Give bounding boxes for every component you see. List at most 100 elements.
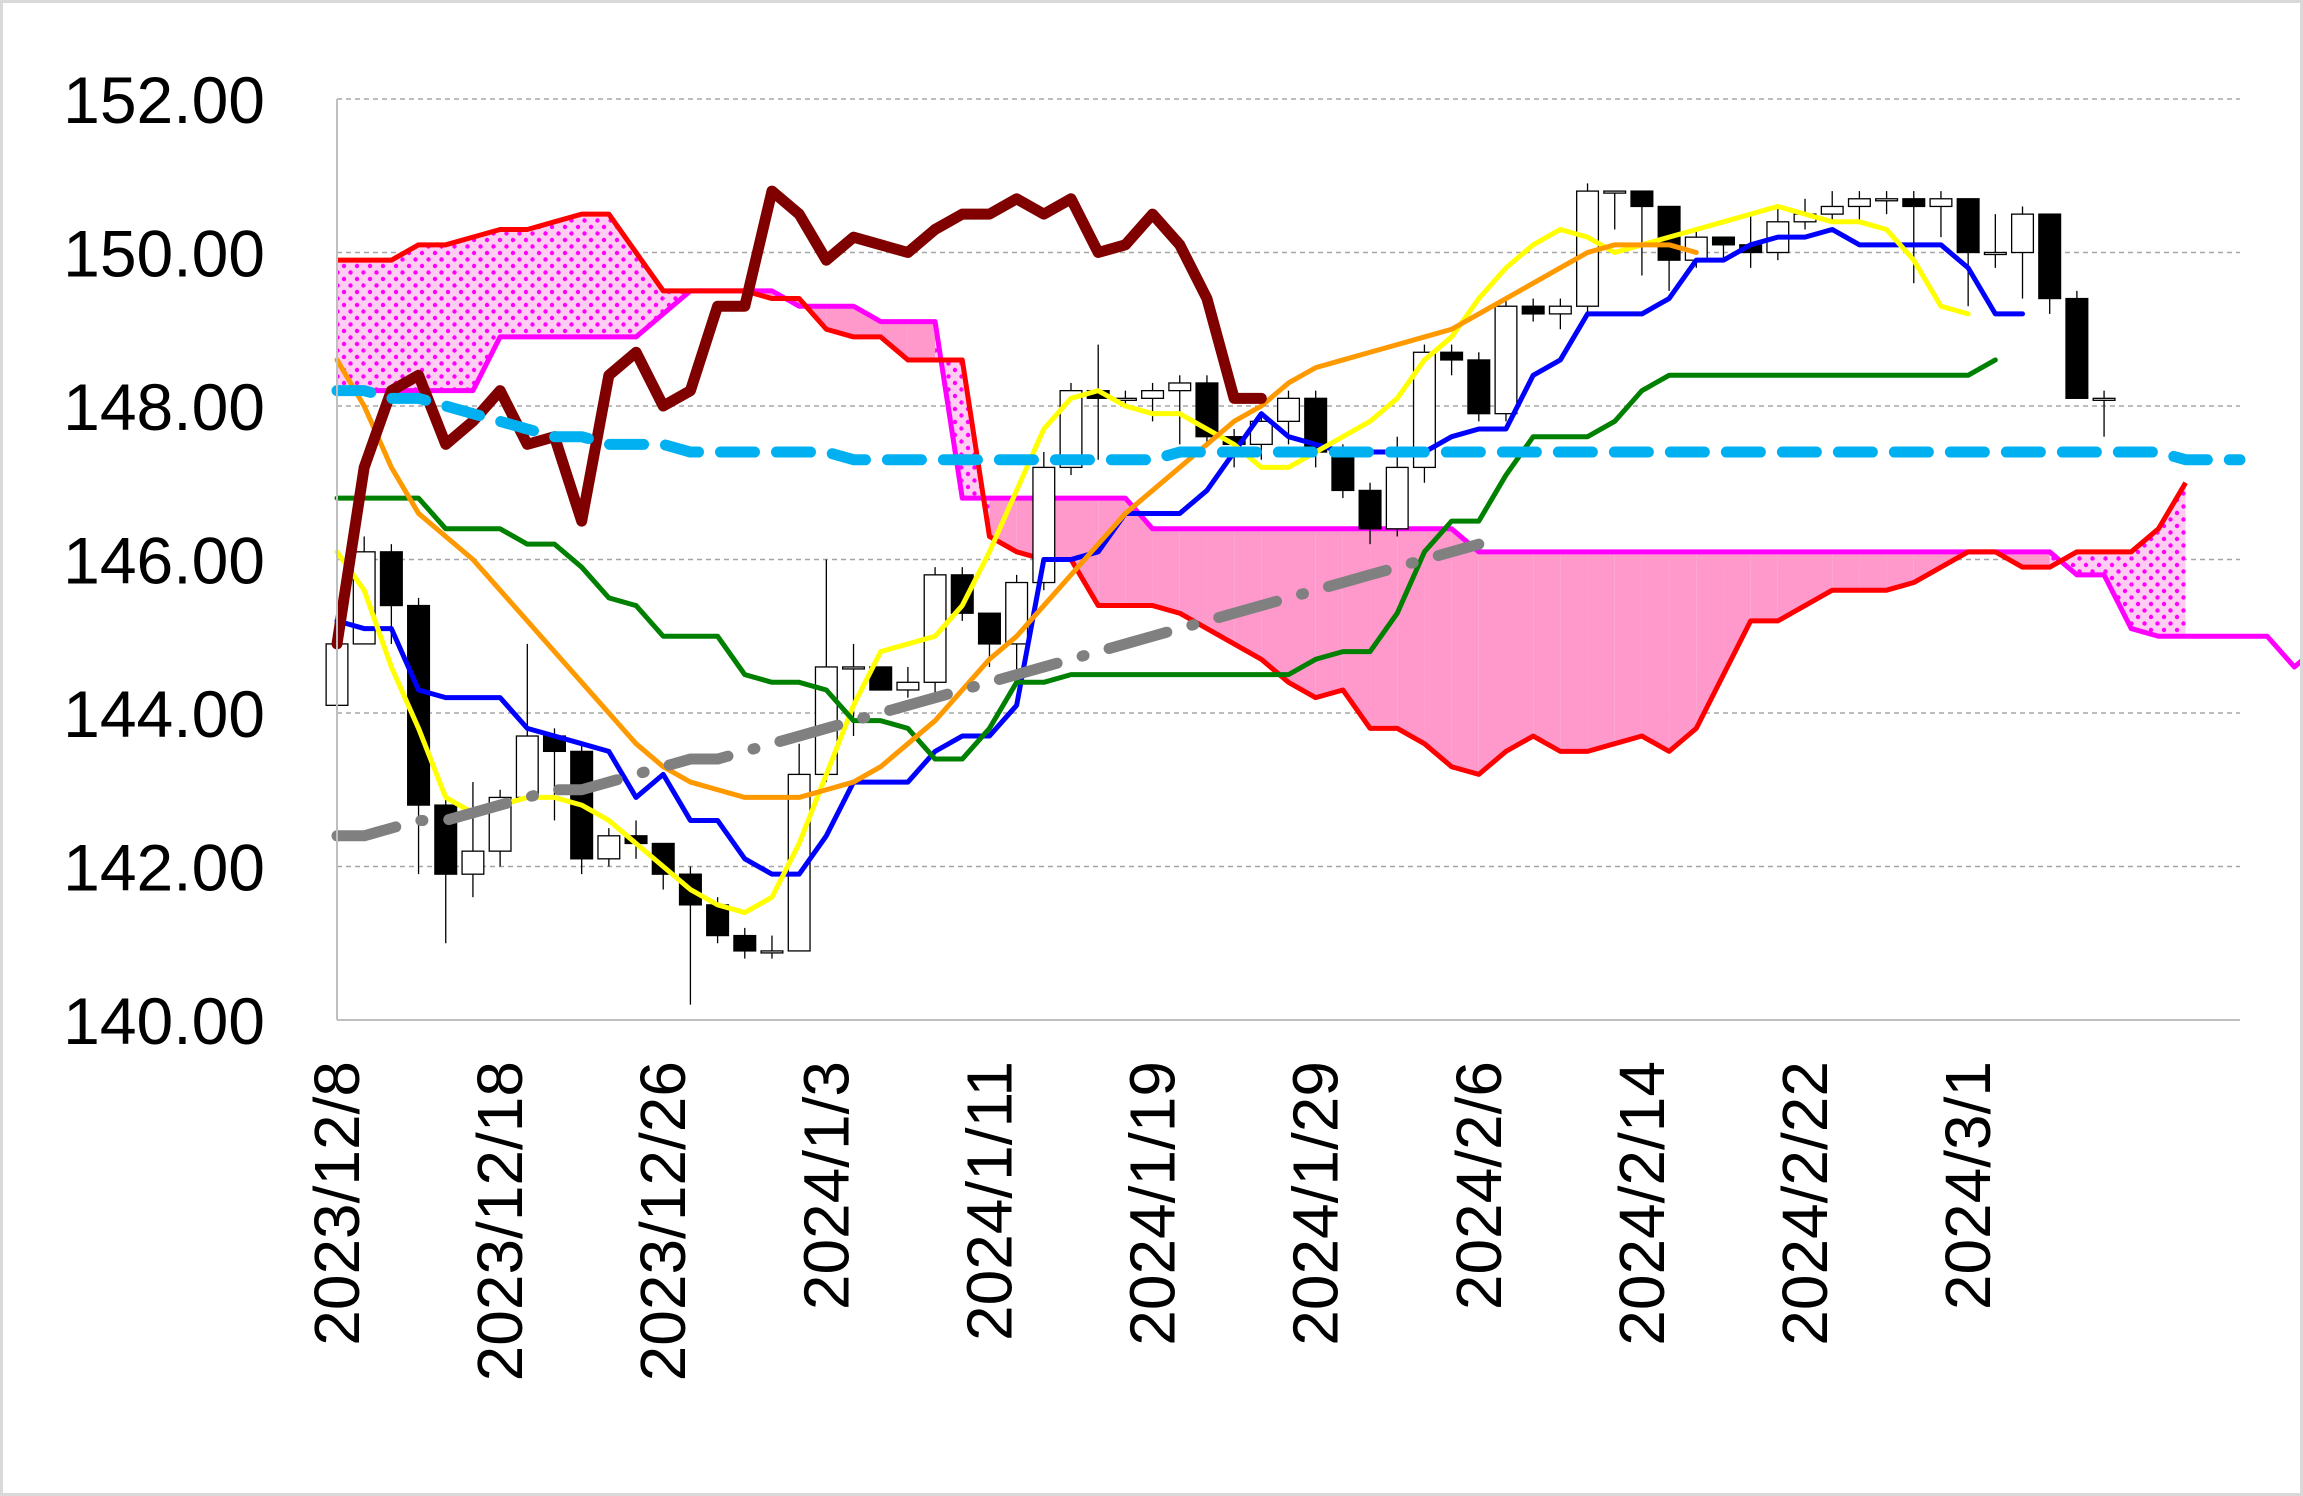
cloud-segment [907,321,936,360]
candle-body [733,934,757,952]
cloud-segment [1913,551,1941,583]
candle-body [461,850,485,875]
candle-body [1059,389,1083,469]
cloud-segment [853,306,881,337]
cloud-segment [1859,551,1887,591]
indicator-lines [331,185,2246,916]
x-tick-label: 2024/2/14 [1606,1061,1678,1346]
candle-body [1847,198,1871,208]
indicator-line [334,242,1699,800]
x-tick-label: 2024/1/29 [1280,1061,1352,1346]
candle-body [842,666,866,670]
cloud-segment [1315,528,1343,698]
candle-body [1412,351,1436,469]
cloud-segment [2104,551,2132,629]
x-tick-label: 2024/3/1 [1932,1061,2004,1310]
cloud-segment [1750,551,1778,621]
cloud-segment [1125,498,1153,606]
indicator-line [331,185,1267,650]
candle-body [1331,451,1355,492]
candle-body [1820,205,1844,215]
x-tick-label: 2024/1/3 [790,1061,862,1310]
cloud-segment [1478,551,1506,775]
cloud-segment [880,321,908,360]
cloud-segment [445,237,473,391]
cloud-segment [1451,528,1479,775]
candle-body [1032,466,1056,584]
candle-body [1983,251,2007,256]
y-tick-label: 142.00 [63,831,265,905]
cloud-segment [1397,528,1425,744]
candle-body [1440,351,1464,361]
candle-body [760,950,784,954]
cloud-segment [1832,551,1860,591]
candle-body [2092,397,2116,401]
cloud-segment [1179,528,1207,629]
x-tick-label: 2023/12/18 [464,1061,536,1381]
candle-body [1929,198,1953,208]
cloud-segment [554,214,582,337]
candle-body [1956,198,1980,254]
candle-body [379,551,403,607]
cloud-segment [636,252,664,337]
candle-body [1630,190,1654,208]
indicator-line [331,385,2246,466]
cloud-segment [1098,498,1126,606]
candle-body [923,574,947,683]
candle-body [515,735,539,799]
cloud-segment [472,229,501,391]
cloud-segment [1206,528,1235,644]
cloud-segment [364,260,392,391]
x-tick-label: 2023/12/26 [627,1061,699,1381]
ichimoku-cloud [337,211,2300,777]
candle-body [1276,397,1301,423]
candle-body [1141,389,1165,399]
cloud-segment [1071,498,1099,606]
cloud-segment [500,229,528,337]
y-tick-label: 148.00 [63,370,265,444]
candle-body [896,681,920,691]
y-tick-label: 146.00 [63,524,265,598]
cloud-segment [1560,551,1588,752]
candle-body [1385,466,1409,530]
candle-body [977,612,1001,645]
y-tick-label: 150.00 [63,217,265,291]
candle-body [1358,489,1382,530]
cloud-segment [391,244,419,391]
candle-body [1168,382,1192,392]
candle-body [1603,190,1627,194]
x-tick-label: 2023/12/8 [301,1061,373,1346]
cloud-segment [418,244,446,391]
cloud-segment [1886,551,1914,591]
senkou-span-b-line [337,211,2188,777]
candle-body [1521,305,1545,315]
candle-body [1548,305,1572,315]
candle-body [2010,213,2035,254]
x-tick-label: 2024/1/19 [1117,1061,1189,1346]
gridlines [337,98,2240,868]
x-tick-label: 2024/1/11 [953,1061,1025,1341]
cloud-segment [1424,528,1452,767]
cloud-segment [1533,551,1561,752]
ichimoku-chart: 140.00 142.00 144.00 146.00 148.00 150.00 152.… [63,63,2300,1381]
cloud-segment [1288,528,1316,698]
indicator-line [334,226,2026,877]
y-tick-label: 144.00 [63,677,265,751]
cloud-segment [2131,528,2159,637]
x-tick-label: 2024/2/22 [1769,1061,1841,1346]
candle-body [1467,359,1491,415]
candle-body [597,835,621,860]
cloud-segment [337,260,365,391]
candle-body [1875,198,1899,202]
indicator-line [334,203,1971,916]
cloud-segment [1777,551,1806,621]
cloud-segment [1641,551,1670,752]
indicator-line [331,538,1485,842]
y-axis: 140.00 142.00 144.00 146.00 148.00 150.00 152.… [63,63,338,1058]
candle-body [2065,297,2089,399]
cloud-segment [1234,528,1262,660]
cloud-segment [1505,551,1534,752]
cloud-segment [1587,551,1615,752]
indicator-line [334,357,1998,762]
